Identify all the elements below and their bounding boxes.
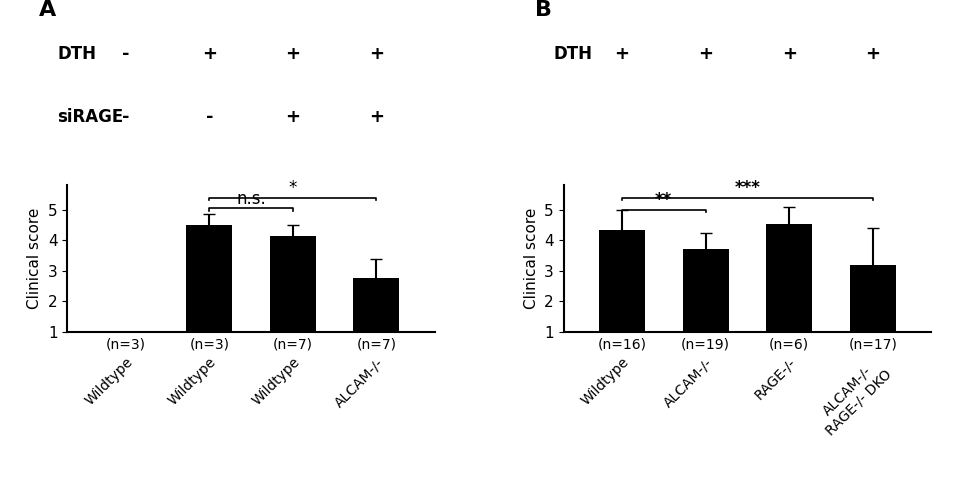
Text: Wildtype: Wildtype — [579, 355, 632, 408]
Text: *: * — [289, 179, 297, 197]
Text: DTH: DTH — [554, 45, 593, 62]
Text: n.s.: n.s. — [236, 190, 266, 208]
Text: A: A — [38, 0, 56, 20]
Text: +: + — [614, 45, 630, 62]
Text: siRAGE: siRAGE — [58, 108, 124, 126]
Text: (n=6): (n=6) — [769, 338, 809, 352]
Text: RAGE-/-: RAGE-/- — [753, 355, 799, 402]
Text: Wildtype: Wildtype — [166, 355, 219, 408]
Bar — [683, 249, 729, 332]
Bar — [766, 224, 812, 332]
Text: +: + — [369, 45, 384, 62]
Text: (n=19): (n=19) — [681, 338, 731, 352]
Text: (n=7): (n=7) — [273, 338, 313, 352]
Text: Wildtype: Wildtype — [83, 355, 135, 408]
Bar — [850, 264, 896, 332]
Text: B: B — [535, 0, 552, 20]
Text: ALCAM-/-: ALCAM-/- — [332, 355, 386, 409]
Text: +: + — [285, 108, 300, 126]
Text: **: ** — [655, 191, 672, 209]
Text: (n=3): (n=3) — [189, 338, 229, 352]
Text: ALCAM-/-
RAGE-/- DKO: ALCAM-/- RAGE-/- DKO — [811, 355, 894, 438]
Text: +: + — [285, 45, 300, 62]
Text: +: + — [781, 45, 797, 62]
Text: (n=16): (n=16) — [597, 338, 646, 352]
Bar — [599, 230, 645, 332]
Text: (n=7): (n=7) — [356, 338, 396, 352]
Text: (n=3): (n=3) — [106, 338, 146, 352]
Text: (n=17): (n=17) — [849, 338, 898, 352]
Text: +: + — [865, 45, 880, 62]
Text: +: + — [202, 45, 217, 62]
Text: +: + — [698, 45, 713, 62]
Text: DTH: DTH — [58, 45, 97, 62]
Bar — [353, 279, 399, 332]
Y-axis label: Clinical score: Clinical score — [523, 208, 539, 309]
Text: ***: *** — [734, 179, 760, 197]
Text: ALCAM-/-: ALCAM-/- — [661, 355, 715, 409]
Text: -: - — [122, 108, 130, 126]
Bar — [186, 225, 232, 332]
Bar — [270, 236, 316, 332]
Y-axis label: Clinical score: Clinical score — [27, 208, 42, 309]
Text: -: - — [122, 45, 130, 62]
Text: -: - — [205, 108, 213, 126]
Text: Wildtype: Wildtype — [250, 355, 302, 408]
Text: +: + — [369, 108, 384, 126]
